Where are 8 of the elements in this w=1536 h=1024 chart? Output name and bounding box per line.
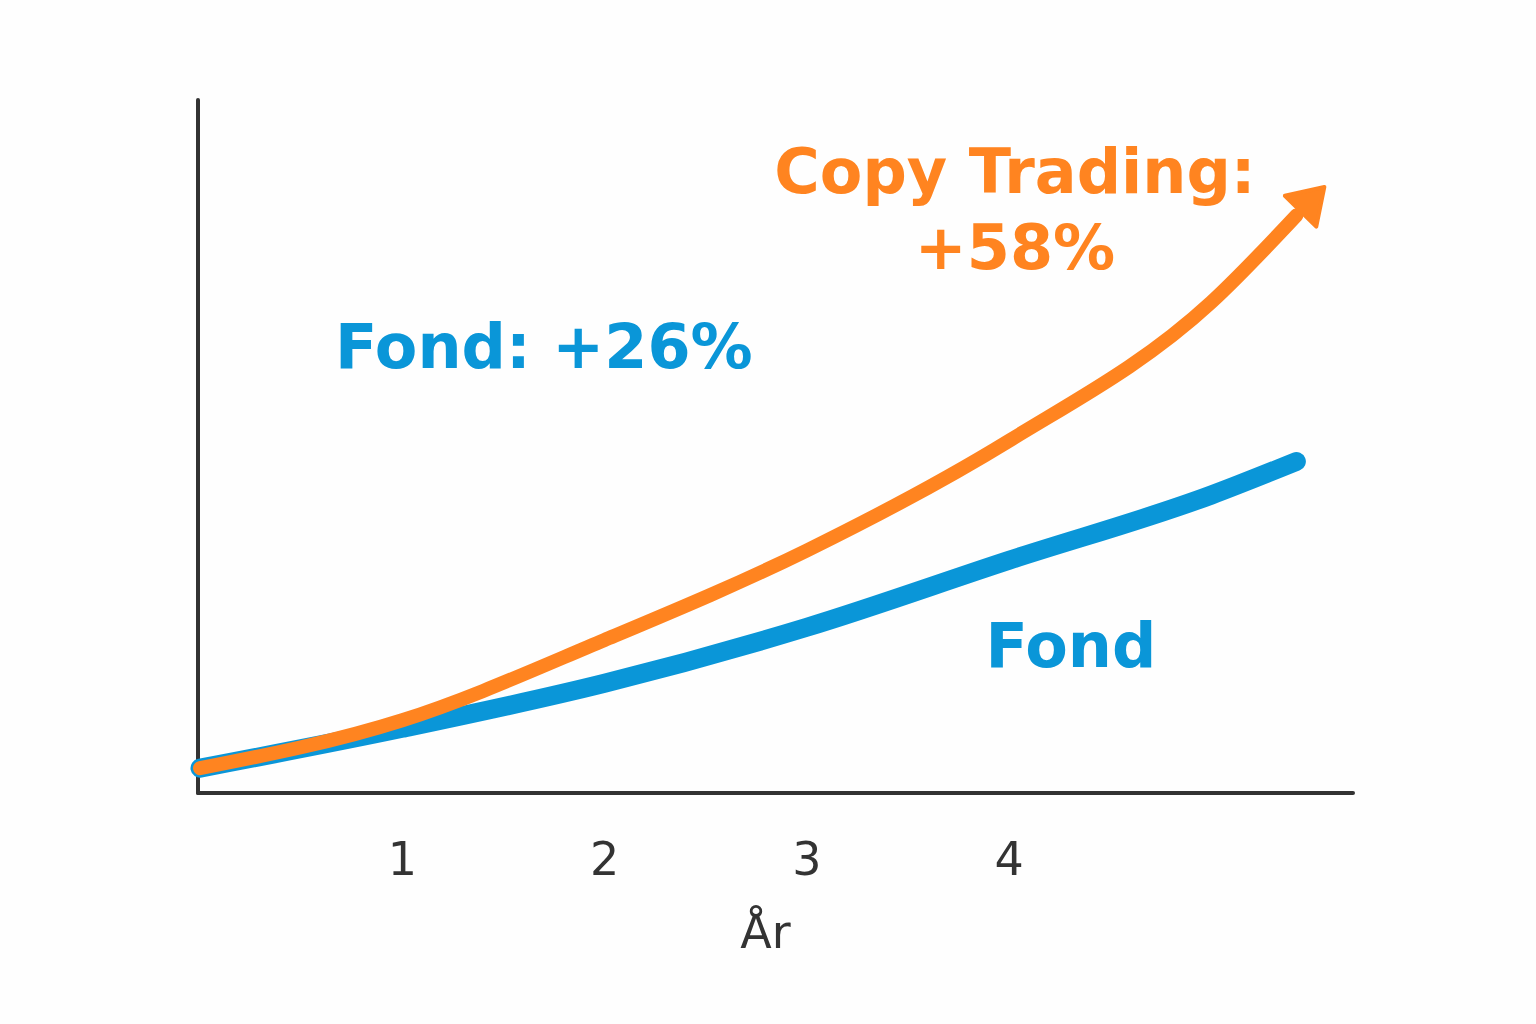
- annotation: Fond: +26%: [335, 310, 753, 383]
- x-axis-title: År: [740, 905, 791, 959]
- series-label: Fond: [985, 608, 1157, 682]
- x-tick-label: 2: [589, 832, 620, 886]
- x-tick-label: 1: [387, 832, 417, 886]
- x-tick-label: 3: [792, 832, 822, 886]
- x-tick-label: 4: [994, 832, 1024, 886]
- annotation: Copy Trading: +58%: [774, 135, 1256, 284]
